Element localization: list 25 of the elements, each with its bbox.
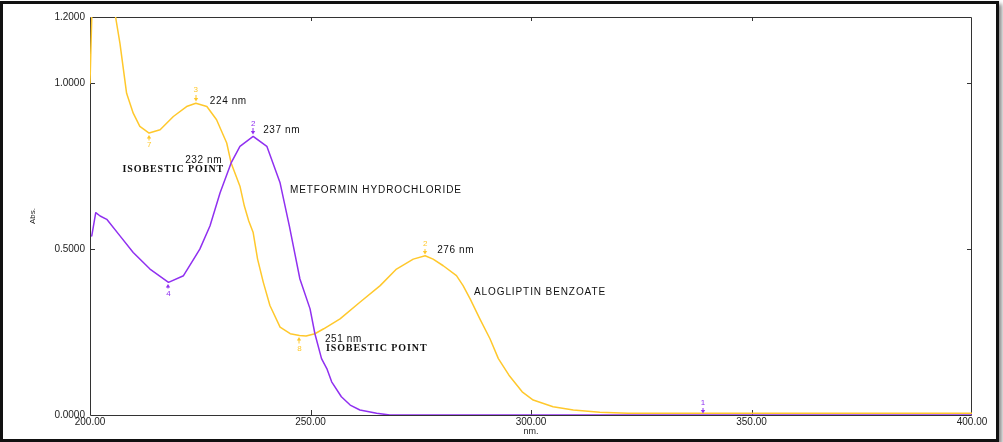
annotation: ISOBESTIC POINT bbox=[325, 342, 428, 354]
annotation: 2 bbox=[250, 118, 256, 128]
y-tick-label: 1.2000 bbox=[54, 10, 86, 22]
y-tick-label: 1.0000 bbox=[54, 77, 86, 89]
x-tick-label: 300.00 bbox=[515, 415, 547, 427]
annotation: 3 bbox=[193, 85, 199, 95]
annotation: 276 nm bbox=[437, 243, 475, 255]
annotation: 232 nm bbox=[185, 153, 223, 165]
annotation: 2 bbox=[422, 239, 428, 248]
annotation: 7 bbox=[146, 140, 152, 150]
annotation: 1 bbox=[700, 398, 706, 408]
x-tick-label: 350.00 bbox=[736, 415, 768, 427]
y-axis-title: Abs. bbox=[28, 207, 37, 225]
annotation: 224 nm bbox=[209, 94, 247, 106]
annotation: 4 bbox=[166, 288, 172, 298]
x-tick-label: 250.00 bbox=[295, 415, 327, 427]
annotation: 237 nm bbox=[263, 124, 301, 136]
annotation: 8 bbox=[297, 343, 303, 353]
annotation: 251 nm bbox=[324, 333, 362, 345]
x-tick-label: 400.00 bbox=[956, 415, 988, 427]
x-axis-title: nm. bbox=[523, 426, 539, 437]
annotation: ISOBESTIC POINT bbox=[122, 162, 225, 174]
y-tick-label: 0.5000 bbox=[54, 242, 86, 254]
series-label: METFORMIN HYDROCHLORIDE bbox=[290, 183, 462, 195]
series-label: ALOGLIPTIN BENZOATE bbox=[474, 285, 606, 297]
